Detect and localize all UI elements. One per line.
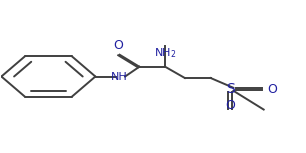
Text: O: O xyxy=(113,39,123,52)
Text: S: S xyxy=(226,82,235,96)
Text: O: O xyxy=(226,99,235,112)
Text: NH$_2$: NH$_2$ xyxy=(154,46,176,60)
Text: O: O xyxy=(268,83,278,96)
Text: NH: NH xyxy=(111,71,128,82)
